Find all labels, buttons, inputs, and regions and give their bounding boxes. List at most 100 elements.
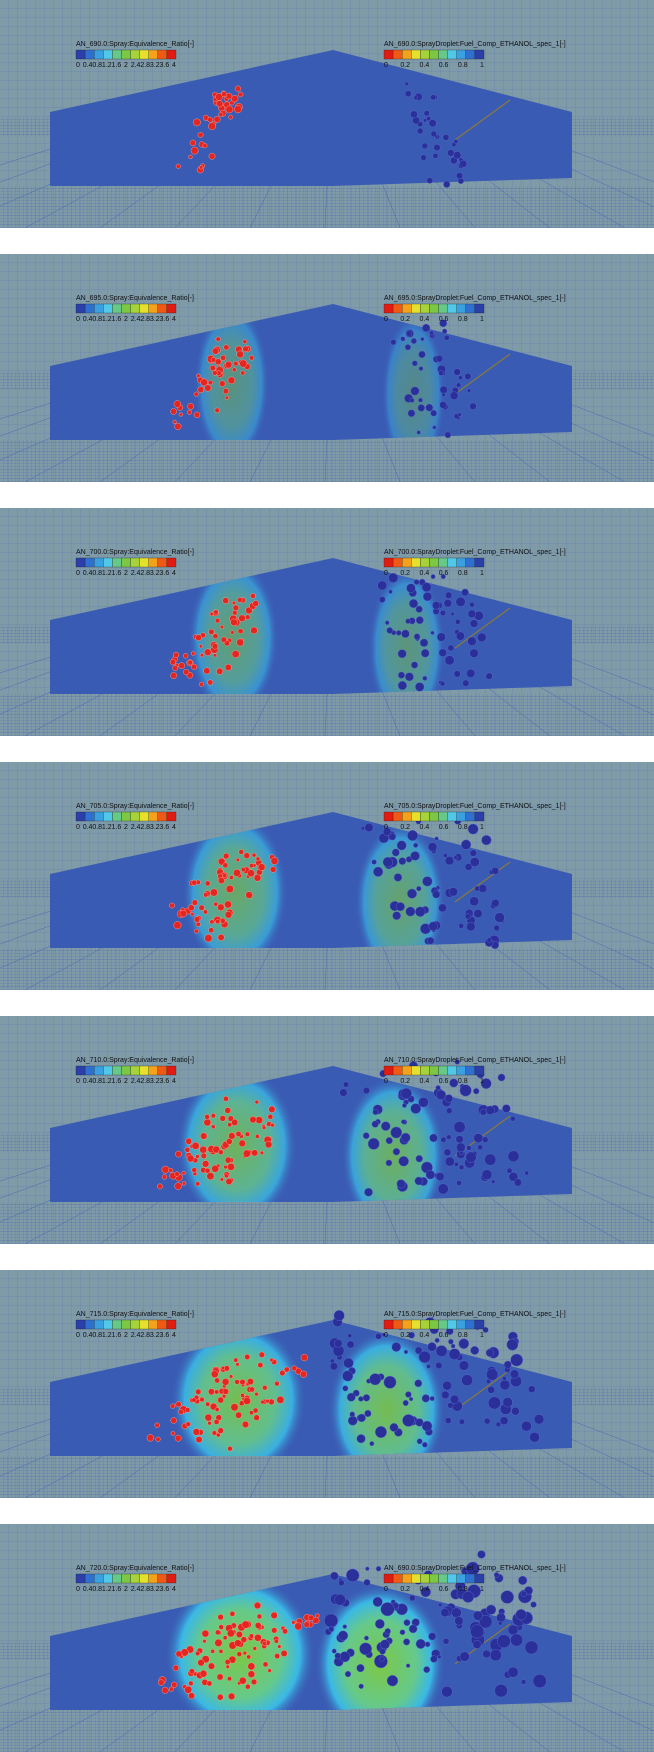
colorbar-tick: 0.2 xyxy=(400,1078,410,1085)
colorbar-tick: 1.6 xyxy=(112,62,122,69)
colorbar-cell xyxy=(131,1320,140,1329)
droplet-blue xyxy=(424,1666,430,1672)
droplet-red xyxy=(220,1178,224,1182)
droplet-blue xyxy=(459,1339,469,1349)
droplet-red xyxy=(237,1652,242,1657)
droplet-red xyxy=(205,934,213,942)
droplet-red xyxy=(270,1358,274,1362)
droplet-red xyxy=(210,612,214,616)
colorbar-tick: 2.8 xyxy=(140,824,150,831)
colorbar-cell xyxy=(112,50,121,59)
droplet-red xyxy=(188,1693,194,1699)
droplet-red xyxy=(244,853,250,859)
droplet-red xyxy=(171,1431,175,1435)
droplet-blue xyxy=(440,386,448,394)
droplet-red xyxy=(254,874,261,881)
droplet-blue xyxy=(398,672,405,679)
colorbar-tick: 2.4 xyxy=(131,316,141,323)
colorbar-tick: 3.2 xyxy=(150,62,160,69)
droplet-blue xyxy=(437,633,446,642)
colorbar-cell xyxy=(429,812,438,821)
droplet-red xyxy=(251,1150,257,1156)
droplet-blue xyxy=(411,338,417,344)
droplet-blue xyxy=(405,344,411,350)
droplet-blue xyxy=(373,1109,379,1115)
droplet-blue xyxy=(437,1655,441,1659)
droplet-blue xyxy=(498,1621,502,1625)
legend-title: AN_715.0:SprayDroplet:Fuel_Comp_ETHANOL_… xyxy=(384,1311,566,1318)
droplet-blue xyxy=(338,1631,348,1641)
droplet-blue xyxy=(426,1170,435,1179)
mesh-floor xyxy=(0,186,654,228)
droplet-red xyxy=(241,867,246,872)
droplet-red xyxy=(243,1651,247,1655)
droplet-blue xyxy=(430,1656,437,1663)
droplet-red xyxy=(217,1674,223,1680)
droplet-blue xyxy=(411,1103,421,1113)
droplet-red xyxy=(251,1679,257,1685)
droplet-red xyxy=(175,1183,182,1190)
droplet-blue xyxy=(441,1391,449,1399)
droplet-red xyxy=(162,1166,169,1173)
droplet-blue xyxy=(449,887,458,896)
droplet-blue xyxy=(424,110,430,116)
droplet-blue xyxy=(419,351,426,358)
colorbar-tick: 0.4 xyxy=(83,824,93,831)
droplet-red xyxy=(215,1407,219,1411)
droplet-blue xyxy=(439,371,444,376)
colorbar-tick: 0.4 xyxy=(420,62,430,69)
droplet-red xyxy=(232,610,237,615)
colorbar-cell xyxy=(149,304,158,313)
droplet-blue xyxy=(393,912,401,920)
droplet-red xyxy=(209,928,214,933)
droplet-blue xyxy=(324,1614,338,1628)
droplet-blue xyxy=(473,1611,482,1620)
droplet-blue xyxy=(400,1630,405,1635)
droplet-red xyxy=(187,1155,194,1162)
colorbar-tick: 1 xyxy=(480,62,484,69)
droplet-red xyxy=(219,1625,224,1630)
droplet-red xyxy=(175,1172,180,1177)
droplet-blue xyxy=(502,1376,506,1380)
droplet-red xyxy=(187,410,192,415)
colorbar-cell xyxy=(429,1574,438,1583)
colorbar-tick: 1.2 xyxy=(102,570,112,577)
colorbar-tick: 0 xyxy=(384,570,388,577)
droplet-blue xyxy=(486,1379,491,1384)
colorbar-tick: 0.8 xyxy=(458,1332,468,1339)
droplet-red xyxy=(192,880,197,885)
droplet-blue xyxy=(419,367,423,371)
droplet-red xyxy=(243,1150,250,1157)
droplet-red xyxy=(230,631,234,635)
colorbar-cell xyxy=(384,50,393,59)
droplet-blue xyxy=(335,1653,341,1659)
colorbar-tick: 2.8 xyxy=(140,316,150,323)
droplet-red xyxy=(227,1123,231,1127)
droplet-blue xyxy=(329,1626,334,1631)
droplet-red xyxy=(231,1404,238,1411)
colorbar-cell xyxy=(420,812,429,821)
droplet-blue xyxy=(415,682,424,691)
colorbar-tick: 0 xyxy=(76,1586,80,1593)
droplet-red xyxy=(308,1615,314,1621)
droplet-red xyxy=(216,101,223,108)
droplet-red xyxy=(238,92,243,97)
droplet-red xyxy=(223,388,229,394)
colorbar-tick: 1 xyxy=(480,1332,484,1339)
droplet-blue xyxy=(483,1650,491,1658)
droplet-red xyxy=(247,1378,253,1384)
render-panel: AN_715.0:Spray:Equivalence_Ratio[-]00.40… xyxy=(0,1270,654,1498)
colorbar-tick: 4 xyxy=(172,1586,176,1593)
colorbar-cell xyxy=(384,1066,393,1075)
colorbar-tick: 2.8 xyxy=(140,1078,150,1085)
droplet-red xyxy=(225,396,229,400)
colorbar-cell xyxy=(448,1320,457,1329)
droplet-blue xyxy=(449,1349,460,1360)
colorbar-cell xyxy=(411,558,420,567)
colorbar-cell xyxy=(411,1320,420,1329)
droplet-blue xyxy=(396,902,405,911)
droplet-blue xyxy=(492,867,499,874)
colorbar-cell xyxy=(149,1066,158,1075)
colorbar-cell xyxy=(393,304,402,313)
